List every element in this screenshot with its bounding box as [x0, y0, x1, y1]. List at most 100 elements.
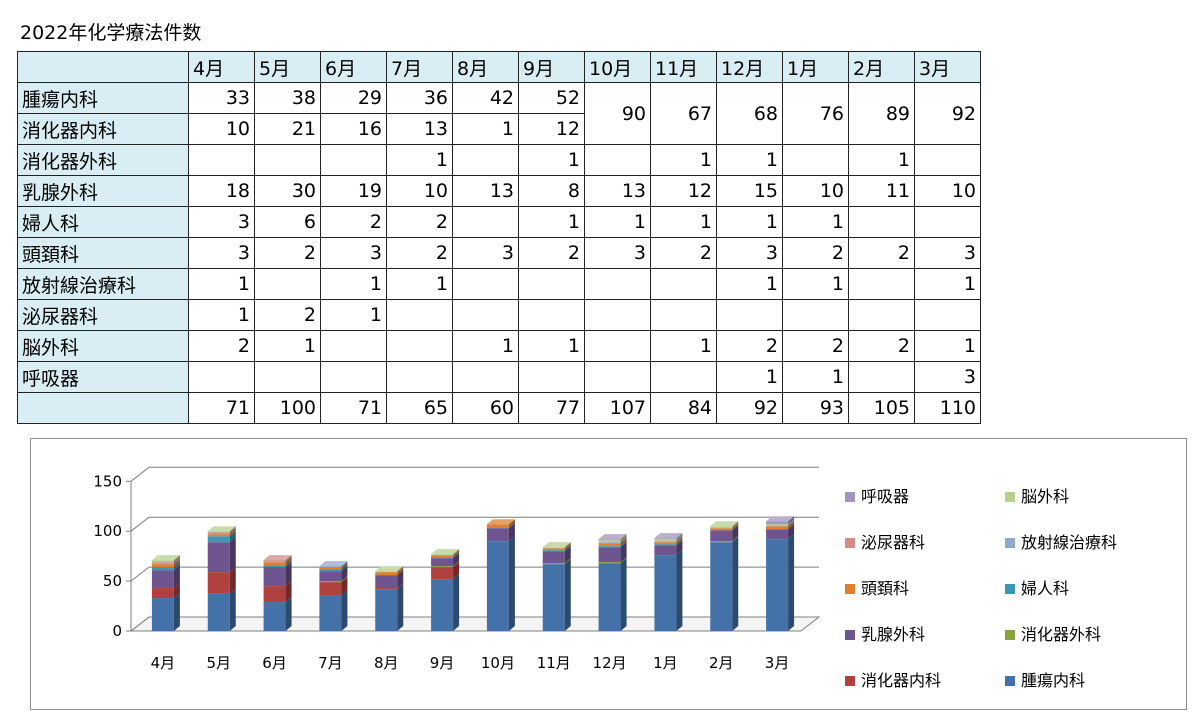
bar-segment-side: [788, 521, 795, 530]
value-cell: 2: [254, 299, 321, 331]
value-cell: 2: [320, 206, 387, 238]
bar-segment-side: [788, 534, 795, 631]
bar-segment: [263, 561, 286, 563]
value-cell: [452, 361, 519, 393]
bar-segment-side: [676, 533, 683, 540]
table-row: 婦人科 3 6 2 2 1 1 1 1 1: [17, 206, 981, 238]
value-cell: 3: [188, 237, 255, 269]
department-name: 腫瘍内科: [17, 82, 189, 114]
total-cell: 71: [320, 392, 387, 424]
bar-segment-side: [676, 537, 683, 545]
legend-label: 放射線治療科: [1021, 533, 1117, 552]
bar-segment: [766, 521, 789, 525]
table-row: 乳腺外科 18 30 19 10 13 8 13 12 15 10 11 10: [17, 175, 981, 207]
value-cell: 2: [518, 237, 585, 269]
value-cell: 1: [386, 268, 453, 300]
bar-segment: [263, 565, 286, 568]
x-tick-label: 6月: [262, 654, 287, 672]
month-header: 2月: [848, 51, 915, 83]
value-cell: 38: [254, 82, 321, 114]
bar-top: [542, 542, 571, 548]
bar-segment: [151, 588, 174, 599]
value-cell: [650, 268, 717, 300]
value-cell: 1: [188, 299, 255, 331]
merged-value-cell: 92: [914, 82, 981, 145]
bar-segment: [766, 526, 789, 530]
bar-top: [654, 533, 683, 539]
value-cell: 15: [716, 175, 783, 207]
bar-segment-side: [341, 577, 348, 596]
bar-segment: [263, 560, 286, 562]
value-cell: 2: [188, 330, 255, 362]
bar-segment-side: [173, 555, 180, 563]
legend-label: 呼吸器: [861, 487, 909, 506]
value-cell: [716, 299, 783, 331]
value-cell: 13: [386, 113, 453, 145]
bar-segment: [151, 560, 174, 563]
legend-label: 婦人科: [1021, 579, 1069, 598]
bar-segment-side: [453, 552, 460, 559]
bar-segment: [486, 541, 509, 631]
month-header: 3月: [914, 51, 981, 83]
bar-segment: [263, 567, 286, 587]
bar-top: [710, 521, 739, 527]
value-cell: 29: [320, 82, 387, 114]
value-cell: 3: [716, 237, 783, 269]
bar-segment: [598, 542, 621, 544]
bar-segment-side: [341, 561, 348, 568]
value-cell: 3: [188, 206, 255, 238]
value-cell: 2: [848, 237, 915, 269]
bar-segment-side: [453, 549, 460, 556]
value-cell: 1: [914, 268, 981, 300]
bar-segment-side: [285, 555, 292, 562]
value-cell: 1: [914, 330, 981, 362]
page-title: 2022年化学療法件数: [20, 22, 202, 44]
bar-segment: [151, 562, 174, 564]
bar-segment: [263, 602, 286, 631]
bar-segment-side: [285, 560, 292, 568]
bar-segment-side: [453, 550, 460, 558]
value-cell: 2: [782, 237, 849, 269]
bar-segment-side: [620, 557, 627, 564]
bar-segment-side: [453, 553, 460, 567]
legend-swatch: [1005, 630, 1015, 640]
bar-segment-side: [453, 562, 460, 580]
value-cell: 3: [452, 237, 519, 269]
bar-segment-side: [732, 537, 739, 631]
bar-segment-side: [564, 546, 571, 564]
bar-segment-side: [676, 536, 683, 543]
bar-segment: [654, 545, 677, 556]
x-tick-label: 11月: [537, 654, 571, 672]
bar-segment: [710, 528, 733, 531]
grid-depth-line: [130, 566, 150, 582]
month-header: 10月: [584, 51, 651, 83]
value-cell: [254, 268, 321, 300]
table-row: 呼吸器 1 1 3: [17, 361, 981, 393]
value-cell: 1: [518, 144, 585, 176]
bar-segment-side: [620, 541, 627, 548]
bar-segment-side: [173, 593, 180, 631]
legend-swatch: [845, 492, 855, 502]
department-name: 消化器外科: [17, 144, 189, 176]
value-cell: 52: [518, 82, 585, 114]
bar-segment-side: [676, 540, 683, 556]
bar-segment: [319, 566, 342, 568]
value-cell: 3: [914, 361, 981, 393]
value-cell: 18: [188, 175, 255, 207]
value-cell: 3: [914, 237, 981, 269]
bar-segment: [207, 531, 230, 533]
y-tick-label: 100: [93, 522, 122, 540]
value-cell: [188, 361, 255, 393]
value-cell: [914, 299, 981, 331]
bar-segment: [431, 579, 454, 631]
x-tick-label: 4月: [151, 654, 176, 672]
value-cell: [518, 361, 585, 393]
value-cell: [320, 361, 387, 393]
value-cell: 1: [848, 144, 915, 176]
bar-segment-side: [676, 534, 683, 542]
bar-segment: [431, 557, 454, 559]
month-header: 1月: [782, 51, 849, 83]
month-header: 9月: [518, 51, 585, 83]
value-cell: [452, 206, 519, 238]
value-cell: [914, 144, 981, 176]
